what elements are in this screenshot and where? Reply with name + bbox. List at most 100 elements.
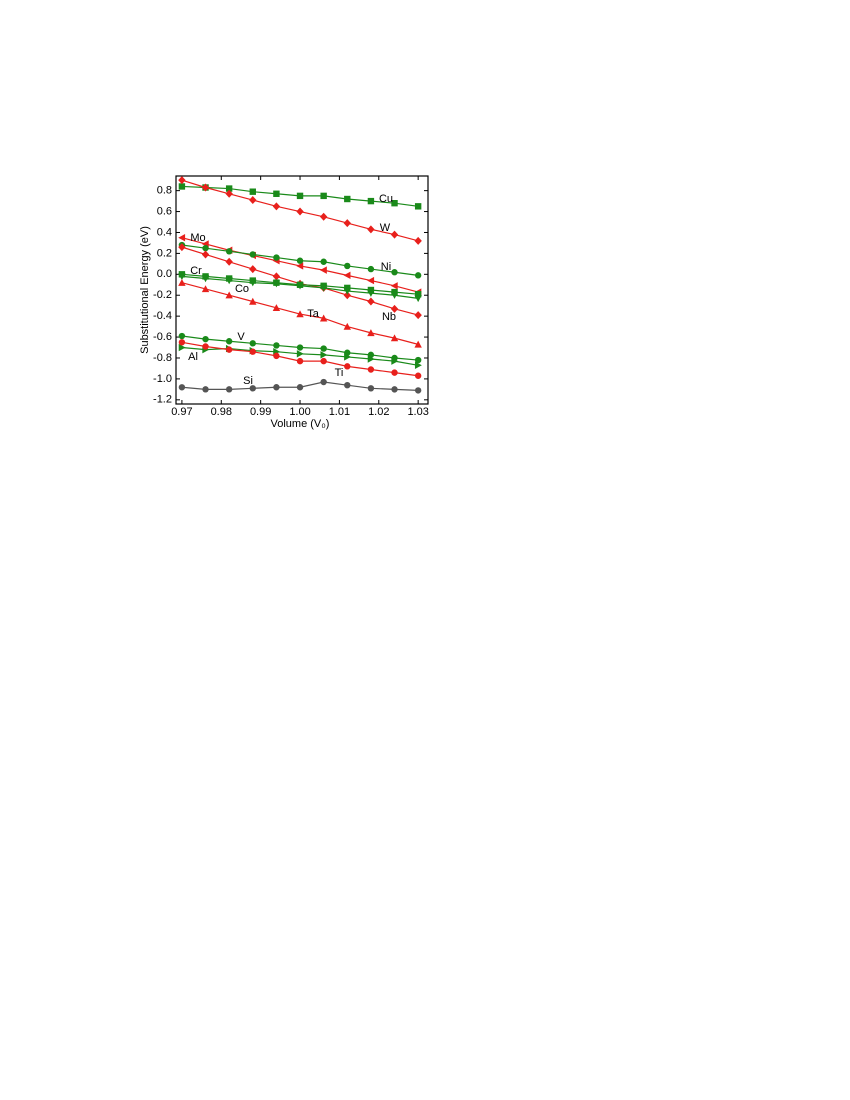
series-label: Ni <box>381 261 391 273</box>
data-point <box>414 372 422 379</box>
data-point <box>367 276 375 285</box>
x-tick-label: 1.03 <box>407 406 428 418</box>
series-label: Al <box>188 351 198 363</box>
plot-frame <box>175 175 429 405</box>
data-point <box>296 207 304 216</box>
data-point <box>225 386 233 393</box>
data-point <box>225 185 233 192</box>
y-tick-label: 0.2 <box>157 247 172 259</box>
data-point <box>343 219 351 228</box>
y-tick-label: -1.2 <box>153 394 172 406</box>
data-point <box>414 295 422 303</box>
data-point <box>272 280 281 288</box>
y-tick-label: -1.0 <box>153 373 172 385</box>
data-point <box>391 369 398 376</box>
data-point <box>225 291 233 299</box>
data-point <box>273 254 280 261</box>
data-point <box>390 292 399 299</box>
y-tick-label: 0.0 <box>157 268 172 280</box>
data-point <box>225 248 233 255</box>
data-point <box>273 384 280 391</box>
data-point <box>178 384 186 391</box>
data-point <box>178 183 186 190</box>
data-point <box>319 284 328 292</box>
data-point <box>391 269 398 276</box>
data-point <box>178 339 186 346</box>
data-point <box>344 262 351 270</box>
data-point <box>367 297 375 306</box>
data-point <box>249 251 256 258</box>
data-point <box>391 386 398 393</box>
y-tick-label: -0.4 <box>153 310 172 322</box>
data-point <box>367 355 375 363</box>
x-tick-label: 1.01 <box>329 406 350 418</box>
data-point <box>390 282 398 290</box>
series-label: Nb <box>382 311 396 323</box>
data-point <box>272 202 281 211</box>
data-point <box>249 385 256 392</box>
data-point <box>414 311 422 320</box>
data-point <box>273 190 280 197</box>
data-point <box>178 176 186 185</box>
data-point <box>273 342 280 349</box>
data-point <box>296 257 304 264</box>
data-point <box>201 183 210 192</box>
data-point <box>390 230 399 239</box>
data-point <box>344 363 351 370</box>
data-point <box>414 236 422 245</box>
y-tick-label: 0.4 <box>157 226 172 238</box>
data-point <box>225 257 233 266</box>
x-tick-label: 0.99 <box>250 406 271 418</box>
y-tick-label: -0.2 <box>153 289 172 301</box>
data-point <box>201 285 210 293</box>
y-tick-label: 0.6 <box>157 205 172 217</box>
series-label: Co <box>235 283 249 295</box>
data-point <box>414 340 422 348</box>
data-point <box>202 335 209 343</box>
data-point <box>296 344 304 351</box>
data-point <box>296 357 304 365</box>
data-point <box>225 189 233 198</box>
data-point <box>367 329 375 337</box>
x-tick-label: 1.02 <box>368 406 389 418</box>
data-point <box>296 282 304 290</box>
data-point <box>202 244 209 252</box>
data-point <box>202 386 209 393</box>
data-point <box>296 384 304 391</box>
data-point <box>273 352 280 360</box>
data-point <box>249 196 257 205</box>
series-label: Mo <box>190 232 205 244</box>
data-point <box>225 338 233 345</box>
data-point <box>296 262 304 270</box>
data-point <box>272 304 281 311</box>
data-point <box>367 225 375 234</box>
data-point <box>344 353 351 361</box>
series-label: Si <box>243 375 253 387</box>
data-point <box>320 357 327 365</box>
data-point <box>343 271 351 280</box>
y-axis-label: Substitutional Energy (eV) <box>139 226 151 354</box>
data-point <box>178 343 186 352</box>
data-point <box>249 348 256 355</box>
data-point <box>343 287 351 295</box>
data-point <box>390 304 399 313</box>
x-axis-label: Volume (V₀) <box>271 418 330 430</box>
y-tick-label: 0.8 <box>157 185 172 197</box>
data-point <box>249 188 256 195</box>
data-point <box>367 289 375 297</box>
data-point <box>320 258 327 265</box>
series-label: V <box>237 331 245 343</box>
data-point <box>249 279 257 287</box>
data-point <box>367 197 375 205</box>
data-point <box>319 266 327 274</box>
data-point <box>320 378 327 386</box>
x-tick-label: 0.98 <box>211 406 232 418</box>
series-label: Cu <box>379 193 393 205</box>
data-point <box>414 203 422 210</box>
data-point <box>367 265 375 273</box>
data-point <box>343 291 351 300</box>
data-point <box>296 310 304 318</box>
data-point <box>249 265 257 274</box>
data-point <box>414 361 422 370</box>
data-point <box>344 195 351 203</box>
